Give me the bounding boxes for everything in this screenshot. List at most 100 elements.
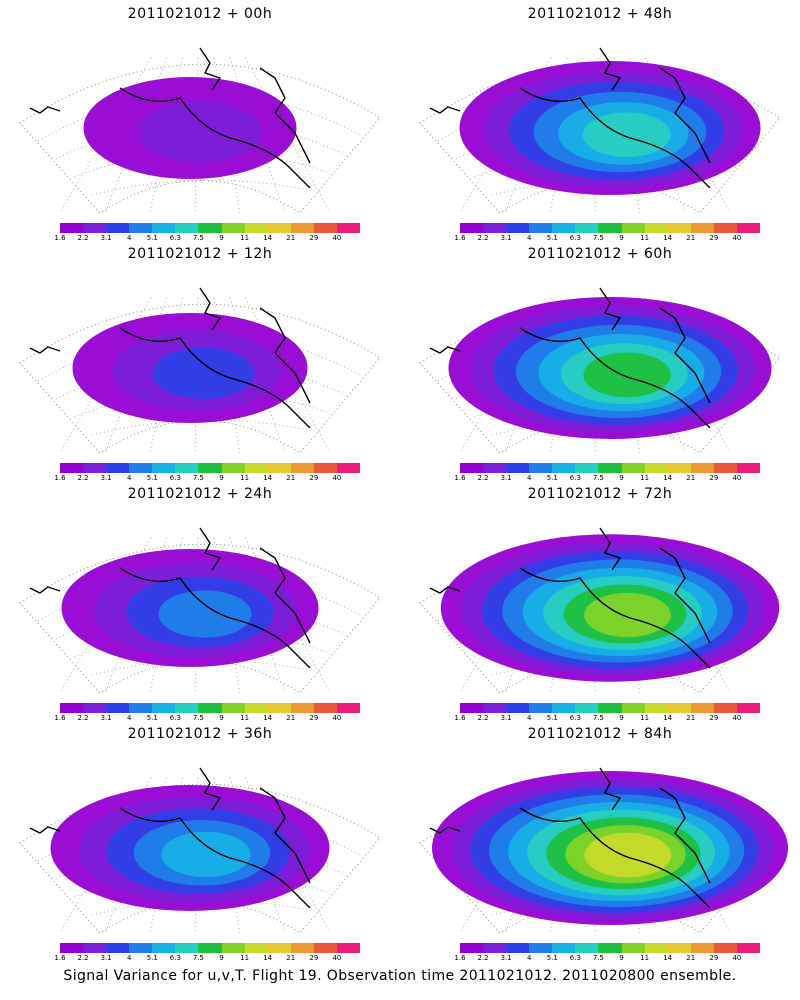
colorbar-swatch — [106, 703, 130, 713]
colorbar-swatch — [198, 943, 222, 953]
colorbar-tick-label: 14 — [263, 474, 273, 482]
colorbar-tick-label: 6.3 — [569, 234, 581, 242]
colorbar-tick-label: 40 — [732, 954, 742, 962]
colorbar-swatch — [644, 223, 668, 233]
polar-map — [419, 47, 781, 214]
colorbar-tick-label: 1.6 — [54, 474, 66, 482]
colorbar-tick-label: 40 — [332, 234, 342, 242]
colorbar-ticks: 1.6 2.2 3.1 4 5.1 6.3 7.5 9 11 14 21 29 40 — [454, 474, 760, 484]
colorbar — [60, 943, 361, 953]
colorbar-swatch — [60, 943, 84, 953]
colorbar-tick-label: 4 — [126, 714, 132, 722]
colorbar-tick-label: 1.6 — [454, 234, 466, 242]
colorbar-tick-label: 4 — [526, 234, 532, 242]
map-panel: 2011021012 + 24h 1.6 2.2 3.1 4 5.1 6.3 7.5 9 11 14… — [0, 480, 400, 722]
latitude-line — [73, 150, 327, 178]
polar-map — [419, 527, 781, 694]
colorbar-swatch — [175, 463, 199, 473]
colorbar-swatch — [575, 223, 599, 233]
map-panel: 2011021012 + 12h 1.6 2.2 3.1 4 5.1 6.3 7.5 9 11 14… — [0, 240, 400, 482]
colorbar-swatch — [598, 463, 622, 473]
colorbar-tick-label: 4 — [526, 474, 532, 482]
colorbar-swatch — [290, 943, 314, 953]
colorbar-swatch — [667, 943, 691, 953]
colorbar-swatch — [529, 223, 553, 233]
colorbar-swatch — [129, 463, 153, 473]
colorbar-swatch — [244, 703, 268, 713]
colorbar-tick-label: 6.3 — [569, 954, 581, 962]
colorbar-tick-label: 29 — [309, 714, 319, 722]
colorbar-swatch — [267, 703, 291, 713]
colorbar-tick-label: 40 — [332, 954, 342, 962]
colorbar-swatch — [621, 463, 645, 473]
colorbar-swatch — [575, 943, 599, 953]
colorbar-tick-label: 7.5 — [192, 474, 205, 482]
colorbar-tick-label: 2.2 — [77, 954, 89, 962]
colorbar-ticks: 1.6 2.2 3.1 4 5.1 6.3 7.5 9 11 14 21 29 40 — [454, 954, 760, 964]
colorbar-tick-label: 6.3 — [569, 474, 581, 482]
coastline — [29, 287, 311, 429]
colorbar-tick-label: 5.1 — [546, 714, 558, 722]
colorbar-swatch — [690, 463, 714, 473]
colorbar-swatch — [483, 943, 507, 953]
colorbar-tick-label: 3.1 — [100, 234, 112, 242]
colorbar — [60, 223, 361, 233]
colorbar-tick-label: 14 — [663, 954, 673, 962]
panel-title: 2011021012 + 24h — [127, 486, 273, 502]
colorbar-swatch — [736, 703, 761, 713]
colorbar-tick-label: 7.5 — [192, 234, 205, 242]
colorbar-swatch — [644, 943, 668, 953]
panel-title: 2011021012 + 00h — [127, 6, 273, 22]
colorbar-swatch — [598, 223, 622, 233]
colorbar-tick-label: 6.3 — [169, 234, 181, 242]
colorbar-swatch — [529, 703, 553, 713]
variance-contour — [582, 112, 671, 157]
colorbar-swatch — [506, 943, 530, 953]
colorbar-tick-label: 1.6 — [54, 714, 66, 722]
colorbar-tick-label: 21 — [686, 954, 696, 962]
coastline — [29, 767, 311, 909]
coastline — [429, 47, 711, 189]
colorbar — [460, 943, 761, 953]
coastline — [29, 527, 311, 669]
colorbar-tick-label: 11 — [240, 714, 250, 722]
colorbar-swatch — [83, 463, 107, 473]
colorbar-swatch — [198, 463, 222, 473]
colorbar-swatch — [221, 943, 245, 953]
colorbar-swatch — [267, 463, 291, 473]
colorbar-swatch — [106, 223, 130, 233]
colorbar-swatch — [690, 943, 714, 953]
colorbar-swatch — [598, 943, 622, 953]
colorbar — [60, 703, 361, 713]
colorbar-tick-label: 29 — [709, 954, 719, 962]
colorbar-swatch — [483, 703, 507, 713]
polar-map — [19, 767, 381, 934]
colorbar-swatch — [575, 463, 599, 473]
colorbar-swatch — [621, 943, 645, 953]
colorbar-ticks: 1.6 2.2 3.1 4 5.1 6.3 7.5 9 11 14 21 29 40 — [54, 234, 360, 244]
panel-title: 2011021012 + 12h — [127, 246, 273, 262]
colorbar-swatch — [129, 703, 153, 713]
colorbar-swatch — [736, 223, 761, 233]
colorbar-tick-label: 11 — [640, 714, 650, 722]
colorbar-tick-label: 9 — [619, 474, 624, 482]
latitude-line — [73, 390, 327, 418]
colorbar-swatch — [336, 223, 361, 233]
colorbar-swatch — [152, 703, 176, 713]
colorbar-ticks: 1.6 2.2 3.1 4 5.1 6.3 7.5 9 11 14 21 29 40 — [54, 714, 360, 724]
variance-contour — [138, 101, 262, 163]
polar-map — [419, 287, 781, 454]
colorbar-swatch — [83, 703, 107, 713]
colorbar-tick-label: 21 — [686, 234, 696, 242]
colorbar-swatch — [552, 943, 576, 953]
colorbar-swatch — [198, 703, 222, 713]
polar-map — [19, 287, 381, 454]
colorbar-tick-label: 2.2 — [477, 714, 489, 722]
colorbar-tick-label: 40 — [732, 714, 742, 722]
colorbar-swatch — [221, 463, 245, 473]
colorbar-tick-label: 9 — [219, 474, 224, 482]
domain-boundary — [19, 63, 381, 214]
colorbar-swatch — [506, 463, 530, 473]
colorbar-tick-label: 1.6 — [54, 954, 66, 962]
colorbar-tick-label: 21 — [286, 714, 296, 722]
